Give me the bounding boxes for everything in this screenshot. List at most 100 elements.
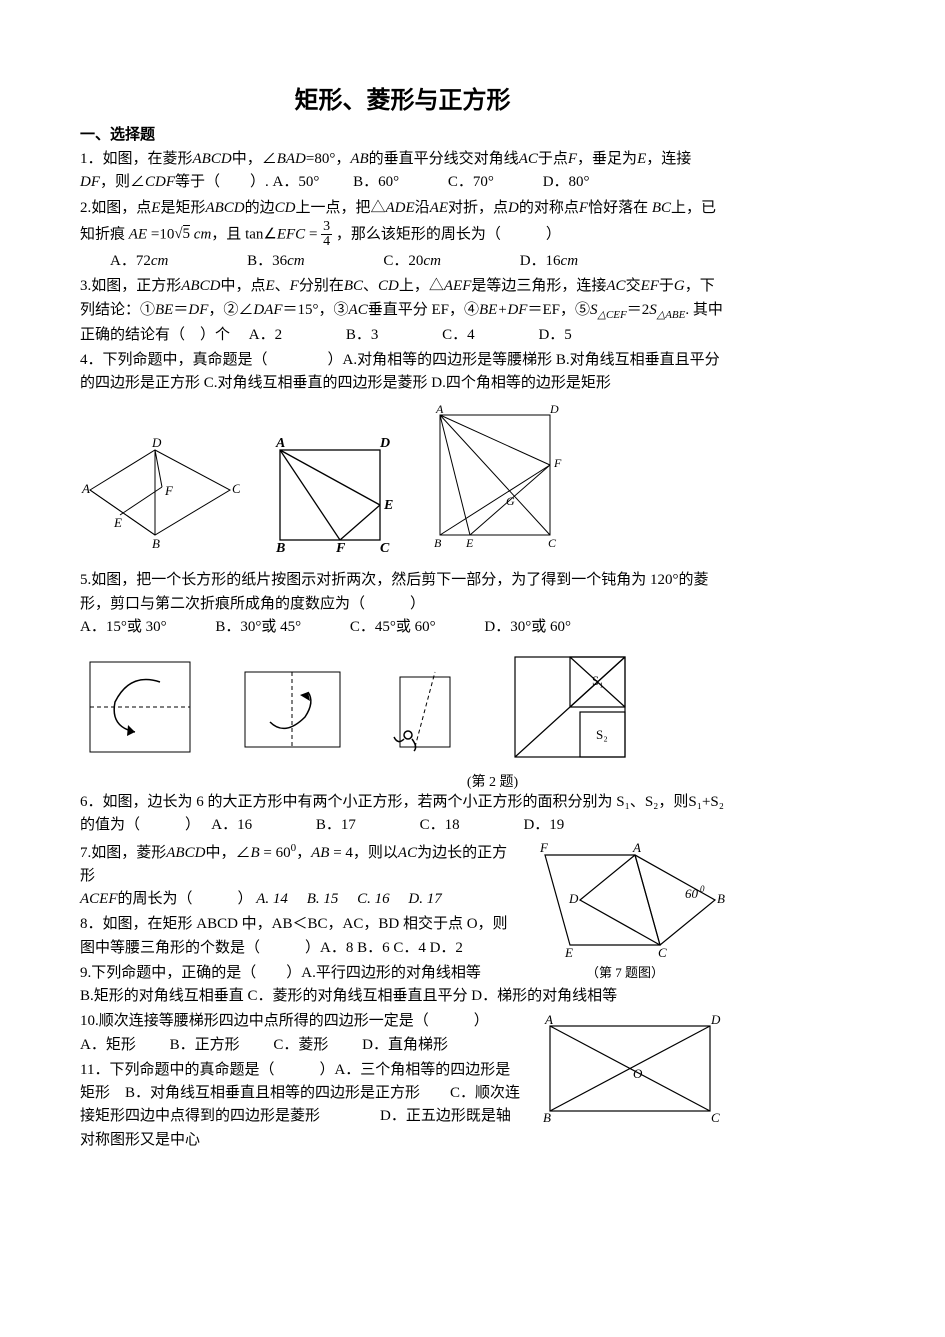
q1-t2: 中，∠ <box>232 151 277 167</box>
q2-d: D <box>508 200 519 216</box>
q2-ae2: AE <box>129 226 147 242</box>
q2-num: 3 <box>321 220 332 236</box>
fig7-deg: 0 <box>700 884 705 894</box>
q1-t3: =80°， <box>306 151 350 167</box>
fig3-A: A <box>435 405 444 416</box>
fig4-s1: S₁ <box>592 673 604 688</box>
q2-tan: tan∠ <box>245 226 277 242</box>
q3-ac2: AC <box>349 302 368 318</box>
q3-aef: AEF <box>444 278 472 294</box>
q2-den: 4 <box>321 235 332 250</box>
question-1: 1．如图，在菱形ABCD中，∠BAD=80°，AB的垂直平分线交对角线AC于点F… <box>80 148 725 195</box>
q8-text: 8．如图，在矩形 ABCD 中，AB＜BC，AC，BD 相交于点 O，则图中等腰… <box>80 916 508 955</box>
fig3-B: B <box>434 536 442 550</box>
q7-t1: 7.如图，菱形 <box>80 845 166 861</box>
fig3-D: D <box>549 405 559 416</box>
q3-ef: EF <box>641 278 659 294</box>
q10-optB: B．正方形 <box>170 1037 240 1053</box>
q2-u2: cm <box>287 253 305 269</box>
fig2-E: E <box>383 498 393 513</box>
figure-8-wrap: A B C D O <box>535 1014 725 1124</box>
q5-optC: C．45°或 60° <box>350 619 436 635</box>
fig8-O: O <box>633 1066 643 1081</box>
q5-optA: A．15°或 30° <box>80 619 167 635</box>
q2-t11: ，那么该矩形的周长为（ ） <box>336 226 561 242</box>
q7-eq: = 60 <box>263 845 290 861</box>
q3-be: BE <box>155 302 173 318</box>
q3-cd: CD <box>378 278 399 294</box>
fold-fig-3 <box>380 657 470 757</box>
q11-text: 11．下列命题中的真命题是（ ）A．三个角相等的四边形是矩形 B．对角线互相垂直… <box>80 1062 520 1148</box>
q3-f: F <box>290 278 299 294</box>
q2-t3: 的边 <box>245 200 275 216</box>
q3-t11: ＝15°，③ <box>283 302 349 318</box>
q2-t1: 2.如图，点 <box>80 200 151 216</box>
fig7-B: B <box>717 891 725 906</box>
q1-t4: 的垂直平分线交对角线 <box>369 151 519 167</box>
q3-t6: 是等边三角形，连接 <box>471 278 606 294</box>
fig1-F: F <box>164 483 174 498</box>
q2-eq2: = <box>309 226 317 242</box>
fig2-F: F <box>335 541 346 555</box>
q3-abe: △ABE <box>657 309 686 321</box>
fig2-B: B <box>275 541 285 555</box>
q2-t5: 沿 <box>415 200 430 216</box>
q7-b: B <box>250 845 259 861</box>
q7-ac: AC <box>398 845 417 861</box>
q3-optA: A．2 <box>249 327 282 343</box>
q7-optC: C. 16 <box>357 891 390 907</box>
q2-val: 10 <box>159 226 174 242</box>
sqrt-icon: √5 <box>174 223 190 246</box>
q3-bc: BC <box>344 278 363 294</box>
fold-caption: (第 2 题) <box>260 771 725 791</box>
fig2-D: D <box>379 436 390 451</box>
q2-ade: ADE <box>386 200 415 216</box>
q1-abcd: ABCD <box>193 151 232 167</box>
q3-daf: DAF <box>253 302 282 318</box>
q7-optB: B. 15 <box>307 891 339 907</box>
q3-beplus: BE+DF <box>479 302 527 318</box>
q2-u4: cm <box>561 253 579 269</box>
q7-t3: ， <box>296 845 311 861</box>
q1-text: 1．如图，在菱形 <box>80 151 193 167</box>
figure-1-rhombus: A B C D E F <box>80 435 240 555</box>
q3-t4: 分别在 <box>299 278 344 294</box>
fig3-C: C <box>548 536 557 550</box>
fig1-C: C <box>232 481 240 496</box>
question-3: 3.如图，正方形ABCD中，点E、F分别在BC、CD上，△AEF是等边三角形，连… <box>80 275 725 347</box>
q1-t5: 于点 <box>538 151 568 167</box>
q2-optD: D．16 <box>520 253 561 269</box>
q3-t7: 交 <box>626 278 641 294</box>
fig4-s2: S₂ <box>596 727 608 742</box>
q3-t13: ，④ <box>449 302 479 318</box>
q1-e: E <box>637 151 646 167</box>
q3-cef: △CEF <box>597 309 626 321</box>
figure-7-wrap: A B C D E F 60 0 （第 7 题图） <box>525 840 725 981</box>
q1-optB: B．60° <box>353 174 399 190</box>
q1-optA: A．50° <box>273 174 320 190</box>
q2-abcd: ABCD <box>205 200 244 216</box>
fig7-F: F <box>539 840 549 855</box>
q7-ab: AB <box>311 845 329 861</box>
figure-3-square-eq: A B C D E F G <box>420 405 570 555</box>
question-6: 6．如图，边长为 6 的大正方形中有两个小正方形，若两个小正方形的面积分别为 S… <box>80 791 725 838</box>
fig1-B: B <box>152 536 160 551</box>
q7-t2: 中，∠ <box>205 845 250 861</box>
q7-acef: ACEF <box>80 891 118 907</box>
fig8-B: B <box>543 1110 551 1124</box>
q2-sqrt5: 5 <box>183 225 191 242</box>
q3-t5: 上，△ <box>399 278 444 294</box>
q2-optB: B．36 <box>247 253 287 269</box>
q2-cm: cm <box>194 226 212 242</box>
q2-t7: 的对称点 <box>519 200 579 216</box>
fig2-A: A <box>275 436 285 451</box>
fig7-E: E <box>564 945 573 960</box>
q1-t6: ，垂足为 <box>577 151 637 167</box>
q3-df: DF <box>188 302 208 318</box>
fig7-A: A <box>632 840 641 855</box>
fig3-E: E <box>465 536 474 550</box>
q6-optD: D．19 <box>523 817 564 833</box>
q1-optD: D．80° <box>543 174 590 190</box>
q2-efc: EFC <box>277 226 305 242</box>
q10-optA: A．矩形 <box>80 1037 136 1053</box>
